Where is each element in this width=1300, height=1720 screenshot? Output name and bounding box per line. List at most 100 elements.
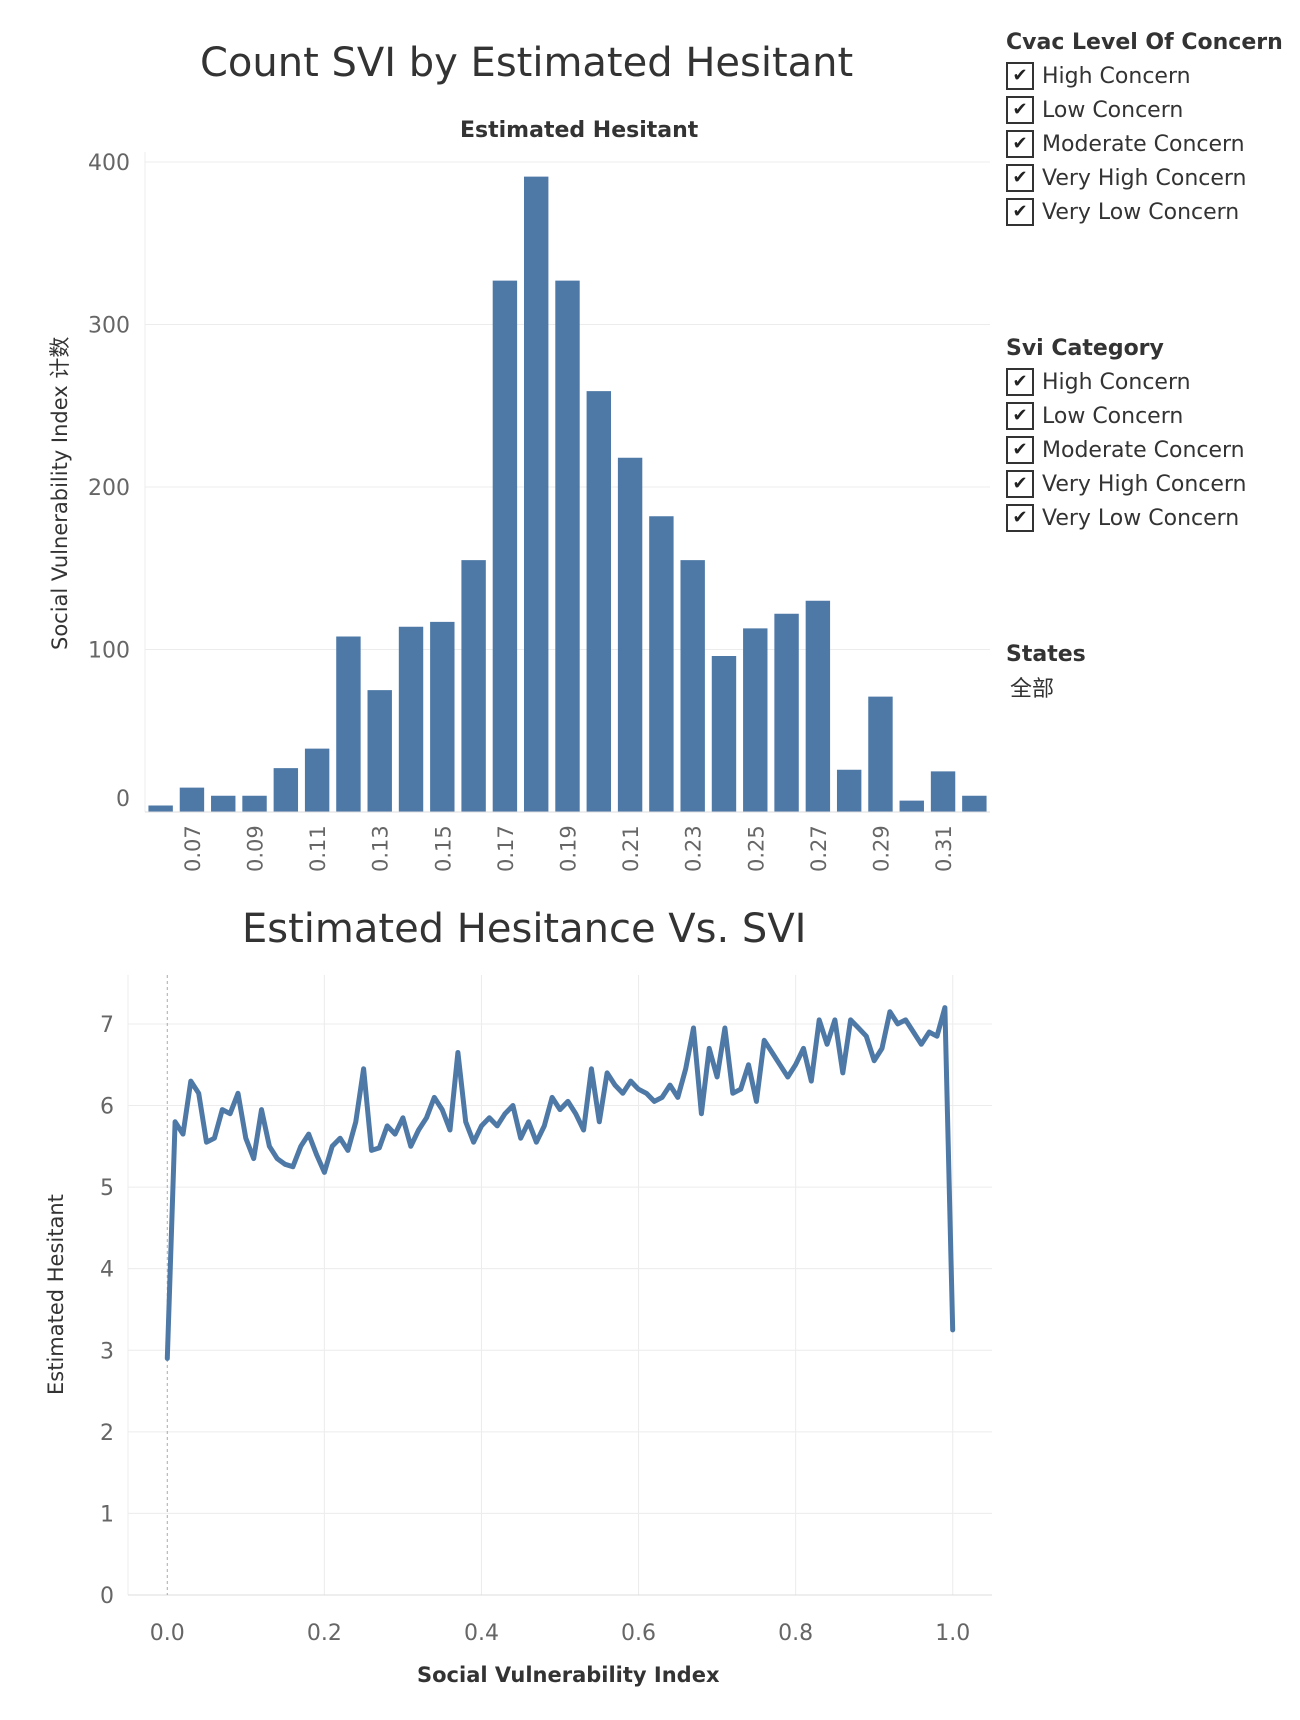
line-chart: 0 1 2 3 4 5 6 7 0.0 0.2 0.4 0.6 0.8 1.0 (100, 975, 992, 1646)
bar-0.08 (211, 795, 236, 812)
cvac-legend-item[interactable]: ✔ Low Concern (1006, 93, 1296, 127)
cvac-legend-item-label: Moderate Concern (1042, 131, 1245, 157)
bar-chart-subtitle: Estimated Hesitant (460, 118, 699, 143)
line-chart-x-axis-label: Social Vulnerability Index (417, 1663, 720, 1687)
svi-legend: Svi Category ✔ High Concern ✔ Low Concern ✔ M… (1006, 336, 1296, 535)
cvac-legend-item-label: High Concern (1042, 63, 1191, 89)
svi-legend-item-label: High Concern (1042, 369, 1191, 395)
checkbox[interactable]: ✔ (1006, 368, 1034, 396)
svi-legend-item[interactable]: ✔ Moderate Concern (1006, 433, 1296, 467)
checkbox[interactable]: ✔ (1006, 164, 1034, 192)
checkmark-icon: ✔ (1012, 439, 1028, 460)
line-x-tick-label: 0.0 (150, 1621, 185, 1646)
svi-legend-item-label: Very Low Concern (1042, 505, 1240, 531)
line-y-tick-label: 7 (100, 1013, 114, 1038)
bar-x-tick-label: 0.23 (682, 825, 706, 872)
bar-0.18 (523, 176, 549, 812)
line-x-tick-label: 0.4 (464, 1621, 499, 1646)
bar-x-tick-label: 0.25 (744, 825, 768, 872)
checkmark-icon: ✔ (1012, 473, 1028, 494)
bar-0.10 (273, 768, 299, 812)
line-x-tick-label: 0.8 (778, 1621, 813, 1646)
bar-0.21 (617, 457, 643, 812)
bar-x-tick-label: 0.11 (306, 825, 330, 872)
bar-y-tick-label: 400 (88, 151, 130, 176)
bar-0.26 (774, 613, 799, 812)
line-x-tick-label: 1.0 (935, 1621, 970, 1646)
line-y-tick-label: 3 (100, 1339, 114, 1364)
cvac-legend-title: Cvac Level Of Concern (1006, 30, 1283, 55)
bar-0.30 (899, 800, 924, 812)
states-filter-title: States (1006, 642, 1086, 667)
bar-0.09 (242, 795, 267, 812)
svi-legend-item[interactable]: ✔ High Concern (1006, 365, 1296, 399)
bar-x-tick-label: 0.19 (557, 825, 581, 872)
checkbox[interactable]: ✔ (1006, 62, 1034, 90)
line-x-tick-label: 0.6 (621, 1621, 656, 1646)
cvac-legend-item-label: Very Low Concern (1042, 199, 1240, 225)
svi-legend-item-label: Very High Concern (1042, 471, 1247, 497)
cvac-legend-item-label: Low Concern (1042, 97, 1184, 123)
bar-chart: 0 100 200 300 400 0.07 0.09 0.11 0.13 0.15 0.17 0.1… (88, 151, 990, 872)
line-y-tick-label: 2 (100, 1421, 114, 1446)
series-line (164, 1005, 956, 1361)
bar-0.23 (680, 560, 705, 812)
checkbox[interactable]: ✔ (1006, 198, 1034, 226)
checkbox[interactable]: ✔ (1006, 96, 1034, 124)
svi-legend-item[interactable]: ✔ Low Concern (1006, 399, 1296, 433)
line-y-tick-label: 0 (100, 1584, 114, 1609)
cvac-legend-item[interactable]: ✔ Very High Concern (1006, 161, 1296, 195)
bar-0.19 (555, 280, 580, 812)
bar-0.13 (367, 690, 392, 812)
bar-y-tick-label: 300 (88, 314, 130, 339)
bar-x-tick-label: 0.31 (932, 825, 956, 872)
bar-0.25 (743, 628, 768, 812)
checkmark-icon: ✔ (1012, 371, 1028, 392)
states-filter-value[interactable]: 全部 (1010, 677, 1055, 702)
states-filter: States 全部 (1006, 642, 1296, 703)
bar-0.16 (461, 560, 486, 812)
checkbox[interactable]: ✔ (1006, 504, 1034, 532)
cvac-legend-item-label: Very High Concern (1042, 165, 1247, 191)
checkmark-icon: ✔ (1012, 65, 1028, 86)
checkbox[interactable]: ✔ (1006, 470, 1034, 498)
bar-0.29 (868, 696, 893, 812)
checkbox[interactable]: ✔ (1006, 436, 1034, 464)
checkmark-icon: ✔ (1012, 167, 1028, 188)
bar-0.20 (586, 391, 612, 812)
svi-legend-item[interactable]: ✔ Very High Concern (1006, 467, 1296, 501)
line-y-tick-label: 5 (100, 1176, 114, 1201)
line-y-tick-label: 6 (100, 1095, 114, 1120)
bar-0.06 (148, 805, 173, 812)
checkmark-icon: ✔ (1012, 507, 1028, 528)
bar-chart-title: Count SVI by Estimated Hesitant (200, 40, 854, 86)
bar-0.15 (430, 621, 455, 812)
cvac-legend-item[interactable]: ✔ High Concern (1006, 59, 1296, 93)
checkmark-icon: ✔ (1012, 99, 1028, 120)
bar-0.07 (179, 787, 205, 812)
bar-x-tick-label: 0.07 (181, 825, 205, 872)
bar-x-tick-label: 0.13 (369, 825, 393, 872)
bar-0.32 (962, 795, 987, 812)
cvac-legend-item[interactable]: ✔ Very Low Concern (1006, 195, 1296, 229)
bar-0.27 (805, 600, 831, 812)
bar-0.14 (398, 626, 424, 812)
cvac-legend-item[interactable]: ✔ Moderate Concern (1006, 127, 1296, 161)
line-y-tick-label: 1 (100, 1502, 114, 1527)
checkbox[interactable]: ✔ (1006, 130, 1034, 158)
bar-0.28 (836, 769, 862, 812)
bar-x-tick-label: 0.17 (494, 825, 518, 872)
checkbox[interactable]: ✔ (1006, 402, 1034, 430)
bar-0.24 (711, 656, 737, 812)
bar-x-tick-label: 0.27 (807, 825, 831, 872)
bar-y-tick-label: 100 (88, 639, 130, 664)
bar-0.11 (304, 748, 330, 812)
svi-legend-item-label: Low Concern (1042, 403, 1184, 429)
bar-x-tick-label: 0.09 (244, 825, 268, 872)
bar-y-tick-label: 200 (88, 476, 130, 501)
bar-0.22 (649, 516, 674, 812)
svi-legend-item[interactable]: ✔ Very Low Concern (1006, 501, 1296, 535)
cvac-legend: Cvac Level Of Concern ✔ High Concern ✔ Low … (1006, 30, 1296, 229)
bar-0.31 (930, 771, 956, 812)
svi-legend-item-label: Moderate Concern (1042, 437, 1245, 463)
